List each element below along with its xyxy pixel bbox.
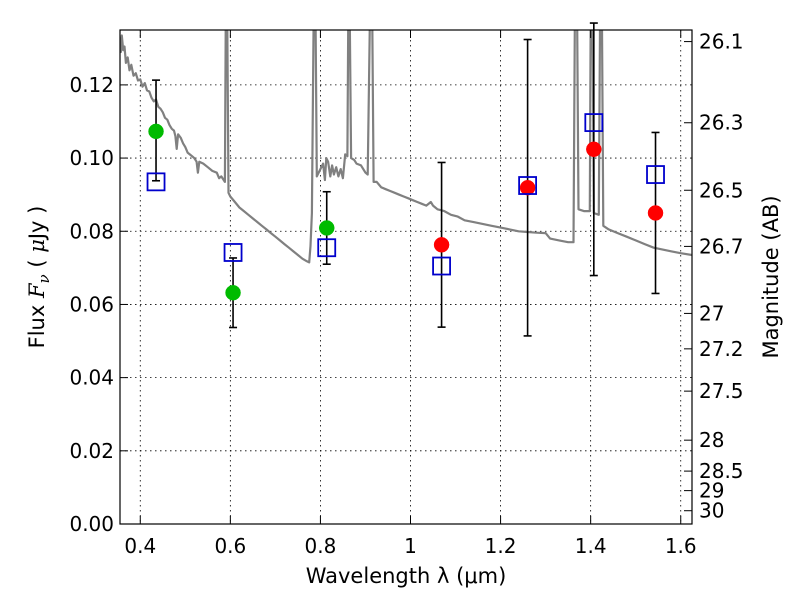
magnitude-tick-label: 27.2 <box>699 337 744 361</box>
magnitude-tick-label: 29 <box>699 479 724 503</box>
y-tick-label: 0.12 <box>69 73 114 97</box>
x-tick-label: 1.4 <box>575 534 607 558</box>
magnitude-axis-label: Magnitude (AB) <box>759 195 783 358</box>
observed-flux-point <box>519 179 536 196</box>
magnitude-tick-label: 26.1 <box>699 30 744 54</box>
axis-ticks: 0.4 0.6 0.8 1 1.2 1.4 1.6 0.00 0.02 0.04 0.06 0.08 0… <box>69 30 743 558</box>
model-spectrum-line <box>120 30 692 264</box>
model-photometry-point <box>223 243 243 262</box>
magnitude-tick-label: 27.5 <box>699 379 744 403</box>
x-tick-label: 0.8 <box>305 534 337 558</box>
y-tick-label: 0.06 <box>69 292 114 316</box>
y-tick-label: 0.04 <box>69 366 114 390</box>
grid-lines <box>120 30 692 525</box>
observed-points-layer <box>148 123 664 301</box>
magnitude-tick-label: 27 <box>699 301 724 325</box>
model-photometry-layer <box>146 113 665 276</box>
y-tick-label: 0.00 <box>69 512 114 536</box>
model-photometry-point <box>584 113 604 132</box>
x-tick-label: 1.2 <box>485 534 517 558</box>
magnitude-tick-label: 28 <box>699 428 724 452</box>
y-axis-label-part: μ <box>25 239 49 253</box>
model-photometry-point <box>317 238 337 258</box>
observed-flux-point <box>318 220 335 236</box>
y-axis-label-part: F <box>25 282 49 299</box>
observed-flux-point <box>225 284 241 301</box>
plot-frame <box>119 29 693 525</box>
x-tick-label: 1 <box>404 534 417 558</box>
y-tick-label: 0.08 <box>69 219 114 243</box>
y-axis-label-part: ( <box>25 253 49 275</box>
magnitude-tick-label: 26.3 <box>699 111 744 135</box>
y-axis-label-part: Flux <box>25 298 49 348</box>
model-photometry-point <box>518 176 538 195</box>
magnitude-tick-label: 26.5 <box>699 178 744 202</box>
y-tick-label: 0.02 <box>69 439 114 463</box>
observed-flux-point <box>148 123 164 140</box>
y-axis-label: Flux Fν ( μJy ) <box>25 206 53 349</box>
model-photometry-point <box>432 256 451 276</box>
observed-flux-point <box>433 237 450 253</box>
x-tick-label: 1.6 <box>665 534 697 558</box>
x-axis-label: Wavelength λ (μm) <box>306 564 507 588</box>
magnitude-tick-label: 28.5 <box>699 459 744 483</box>
model-spectrum-layer <box>120 30 692 264</box>
magnitude-tick-label: 30 <box>699 499 724 523</box>
magnitude-tick-label: 26.7 <box>699 234 744 258</box>
x-tick-label: 0.4 <box>124 534 156 558</box>
model-photometry-point <box>646 165 665 184</box>
observed-flux-point <box>647 205 664 221</box>
x-tick-label: 0.6 <box>214 534 246 558</box>
y-axis-label-part: Jy ) <box>25 206 49 242</box>
observed-flux-point <box>586 141 602 158</box>
y-axis-label-part: ν <box>35 274 53 283</box>
model-photometry-point <box>146 172 166 192</box>
y-tick-label: 0.10 <box>69 146 114 170</box>
